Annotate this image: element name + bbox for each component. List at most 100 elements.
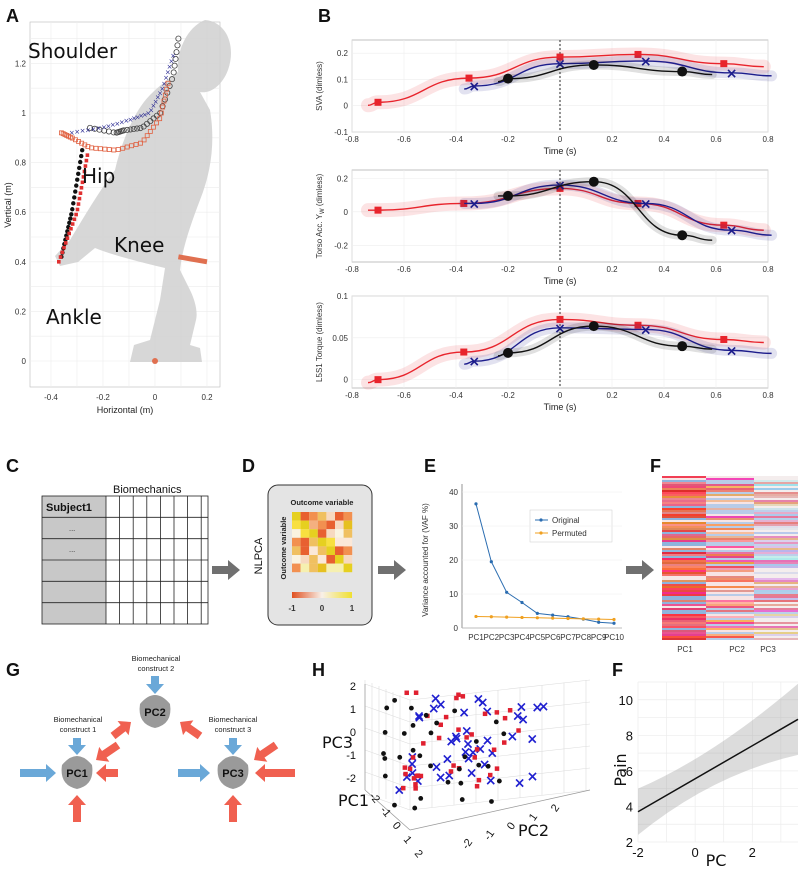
heat-row	[754, 598, 798, 600]
h-point-red	[456, 727, 461, 732]
f2-regression-line	[637, 718, 799, 813]
h-point-red	[403, 771, 408, 777]
heat-row	[662, 500, 706, 502]
heat-cell	[292, 546, 301, 555]
blue-arrow-1-side	[20, 764, 56, 782]
heat-row	[754, 542, 798, 544]
b-ylabel: SVA (dimless)	[315, 61, 324, 111]
shoulder-gray-point	[127, 126, 134, 133]
heat-cell	[343, 520, 353, 530]
correlation-heatmap	[292, 512, 353, 573]
b-marker-blue: ×	[640, 196, 652, 212]
h-grid	[364, 683, 411, 701]
b-xtick: -0.2	[501, 265, 515, 274]
h-point-red	[402, 765, 408, 770]
f2-xtick: 2	[749, 845, 756, 860]
h-ytick: -1	[482, 828, 497, 843]
hip-red-point	[58, 255, 63, 259]
heat-row	[754, 506, 798, 508]
heat-cell	[300, 520, 310, 530]
scale-max: 1	[350, 604, 355, 613]
h-point-red	[494, 710, 500, 715]
b-xtick: 0.4	[658, 391, 670, 400]
heat-row	[706, 606, 754, 608]
shoulder-blue-point: ×	[168, 58, 174, 66]
heat-row	[706, 590, 754, 592]
vaf-xtick: PC6	[545, 633, 561, 642]
h-point-black	[489, 799, 494, 804]
vaf-xtick: PC3	[499, 633, 515, 642]
heat-row	[754, 582, 798, 584]
heatmap-title: Outcome variable	[291, 498, 354, 507]
h-point-blue: ×	[463, 751, 475, 767]
heat-row	[706, 612, 754, 614]
h-point-red	[482, 711, 488, 717]
red-arrow-2a	[110, 721, 131, 740]
heat-row	[754, 602, 798, 604]
h-point-blue: ×	[482, 733, 494, 749]
f2-ytick: 10	[619, 693, 633, 708]
heat-row	[662, 576, 706, 578]
heat-row	[706, 502, 754, 504]
heat-row	[662, 606, 706, 608]
heat-row	[706, 492, 754, 494]
b-xtick: 0.4	[658, 265, 670, 274]
h-axis-y	[409, 789, 591, 831]
h-grid	[409, 745, 591, 767]
h-ytick: 2	[549, 802, 562, 814]
a-ytick: 0.6	[15, 208, 27, 217]
panel-label-e: E	[424, 456, 436, 476]
joint-label-ankle: Ankle	[46, 305, 102, 329]
joint-label-knee: Knee	[114, 233, 164, 257]
shoulder-red-point	[89, 145, 94, 151]
h-point-blue: ×	[413, 710, 425, 726]
vaf-xtick: PC4	[514, 633, 530, 642]
b-marker-black	[677, 66, 688, 77]
blue-arrow-1	[68, 738, 86, 755]
heat-row	[706, 592, 754, 594]
heat-cell	[317, 555, 327, 564]
hip-point	[75, 177, 80, 182]
h-point-blue: ×	[451, 731, 463, 747]
hip-red-point	[84, 158, 89, 163]
h-point-red	[474, 783, 480, 789]
node-shape	[217, 756, 249, 789]
heat-row	[706, 482, 754, 484]
shoulder-blue-point: ×	[114, 120, 120, 128]
heat-row	[706, 616, 754, 618]
heat-row	[706, 618, 754, 620]
heat-row	[662, 612, 706, 614]
h-point-blue: ×	[450, 729, 462, 745]
vaf-point-permuted	[612, 617, 616, 622]
panel-e: Variance accounted for (VAF %) Original …	[421, 484, 625, 642]
vaf-line-permuted	[475, 615, 615, 620]
vaf-point-permuted	[520, 615, 524, 620]
heat-row	[754, 526, 798, 528]
shoulder-blue-point: ×	[161, 80, 167, 88]
h-xtick: 0	[390, 820, 403, 832]
vaf-point-original	[535, 611, 539, 615]
pain-ylabel: Pain	[611, 753, 630, 786]
vaf-xtick: PC9	[591, 633, 607, 642]
b-marker-blue: ×	[726, 66, 738, 82]
h-point-black	[434, 720, 440, 726]
heat-row	[662, 478, 706, 480]
heat-row	[662, 578, 706, 580]
b-xtick: -0.4	[449, 391, 463, 400]
heat-row	[662, 510, 706, 512]
b-ytick: 0	[344, 208, 349, 217]
vaf-point-original	[474, 502, 478, 506]
vaf-point-permuted	[581, 617, 585, 621]
shoulder-blue-point: ×	[101, 124, 107, 132]
shoulder-red-point	[162, 92, 168, 98]
vaf-ytick: 10	[449, 590, 458, 599]
heat-row	[662, 574, 706, 576]
vaf-xtick: PC10	[604, 633, 625, 642]
heat-cell	[309, 546, 318, 555]
a-xtick: 0.2	[201, 393, 213, 402]
shoulder-blue-point: ×	[153, 98, 159, 106]
heat-row	[754, 632, 798, 634]
heat-row	[754, 496, 798, 498]
b-marker-black	[588, 321, 599, 332]
hip-point	[70, 207, 75, 212]
